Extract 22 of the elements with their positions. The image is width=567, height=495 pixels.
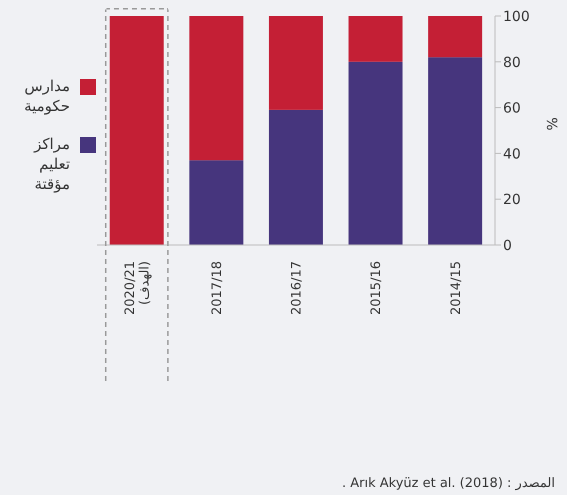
y-axis-title: %: [543, 117, 560, 130]
bar: [268, 16, 323, 110]
bar: [428, 57, 482, 245]
x-tick-label: 2016/17: [290, 261, 305, 316]
bar: [189, 16, 244, 160]
x-tick-label: 2015/16: [369, 261, 384, 316]
bar: [348, 16, 403, 62]
y-tick-label: 20: [503, 192, 521, 208]
y-tick-label: 40: [503, 146, 521, 162]
legend-label: مدارس حكومية: [24, 76, 70, 116]
y-tick-label: 80: [503, 54, 521, 71]
bar: [268, 110, 323, 245]
text: المصدر : Arık Akyüz et al. (2018) .: [342, 476, 555, 491]
y-tick-label: 0: [503, 238, 512, 254]
legend-label: مراكز تعليم مؤقتة: [34, 134, 70, 194]
bar: [428, 16, 482, 58]
x-tick-label: 2014/15: [448, 261, 464, 316]
y-tick-label: 100: [503, 8, 530, 25]
x-tick-label: 2017/18: [210, 261, 225, 316]
y-tick-label: 60: [503, 100, 521, 117]
bar: [189, 160, 244, 245]
bar: [348, 62, 403, 245]
